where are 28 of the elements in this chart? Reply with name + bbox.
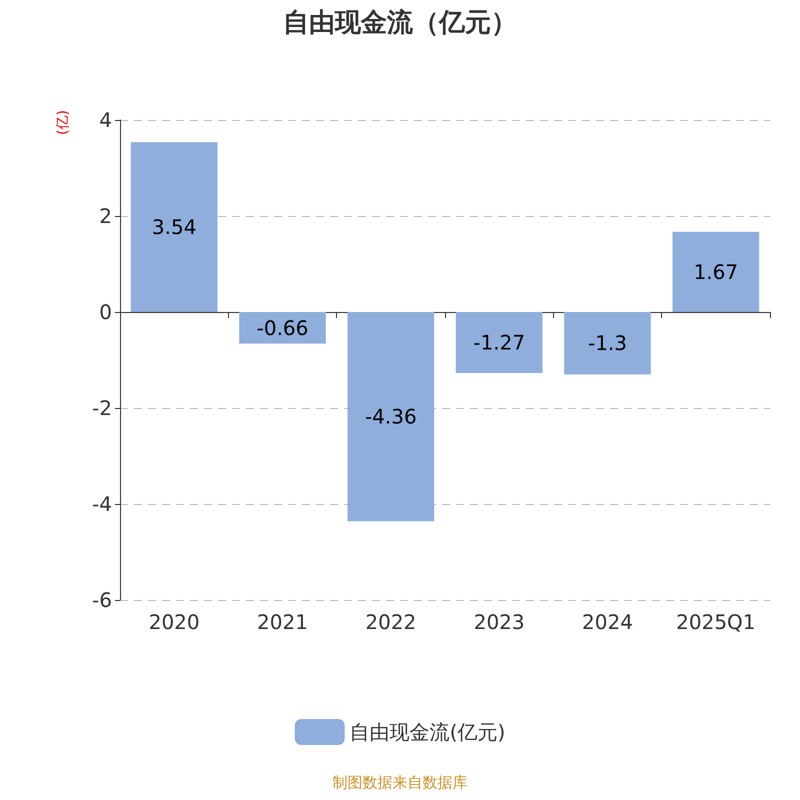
bar [456,312,542,373]
data-label: 1.67 [694,260,738,284]
data-label: 3.54 [152,215,196,240]
x-tick-label: 2024 [582,610,633,634]
text: 制图数据来自数据库 [332,774,468,792]
y-tick-label: -4 [92,492,112,516]
data-label: -1.3 [588,331,628,356]
y-tick-label: 2 [99,204,112,228]
y-tick-label: -6 [92,588,112,612]
bar [239,312,326,344]
data-label: -0.66 [256,316,308,340]
data-label: -4.36 [364,404,417,429]
bar [564,312,651,374]
bar [130,142,218,312]
legend-label: 自由现金流(亿元) [350,720,506,744]
x-tick-label: 2022 [365,610,416,634]
chart-title: 自由现金流（亿元） [283,8,517,38]
x-tick-label: 2021 [257,610,308,634]
x-tick-label: 2020 [148,610,200,634]
bar [672,232,760,312]
y-tick-label: 0 [99,300,112,324]
y-tick-label: 4 [99,108,112,132]
x-tick-label: 2025Q1 [676,610,756,634]
x-tick-label: 2023 [474,610,525,634]
y-axis-title: (亿) [55,110,71,135]
data-label: -1.27 [473,330,526,354]
y-tick-label: -2 [92,396,112,420]
bar [348,312,434,522]
